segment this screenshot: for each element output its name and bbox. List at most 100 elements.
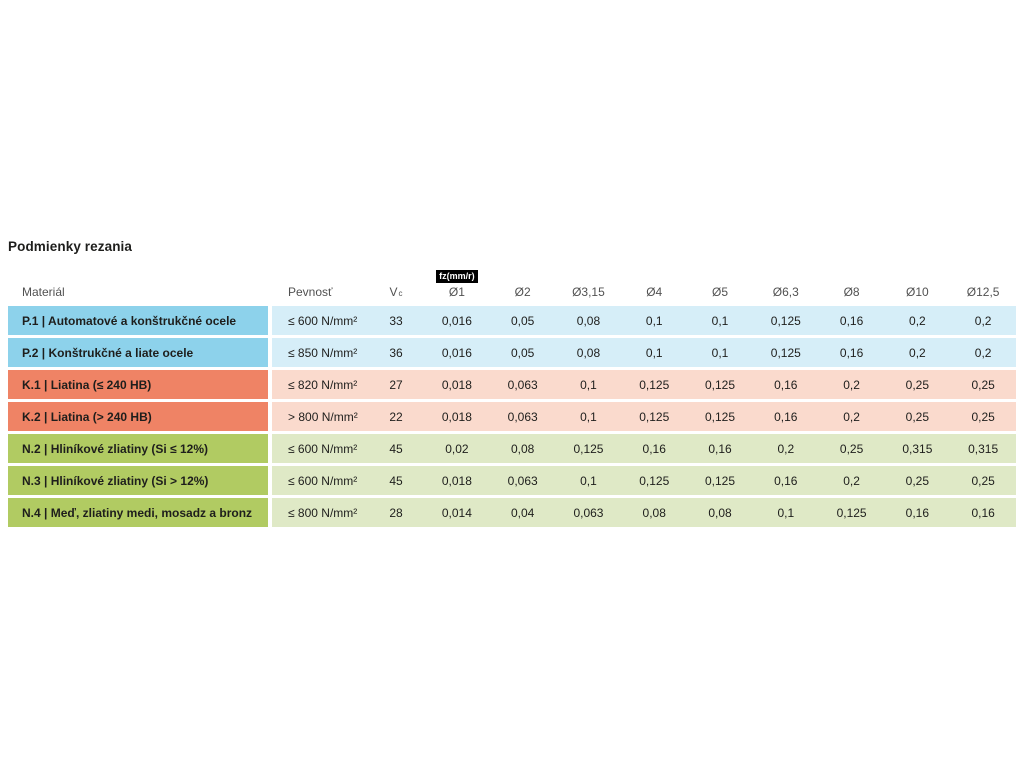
feed-cell: 0,125 xyxy=(705,473,736,488)
diameter-label: Ø1 xyxy=(448,285,465,299)
cutting-speed-cell: 45 xyxy=(389,473,403,488)
feed-cell: 0,014 xyxy=(441,505,472,520)
feed-cell: 0,16 xyxy=(774,377,798,392)
cutting-speed-cell: 45 xyxy=(389,441,403,456)
strength-cell: ≤ 600 N/mm² xyxy=(288,441,358,456)
material-cell: N.3 | Hliníkové zliatiny (Si > 12%) xyxy=(8,466,268,495)
table-row: K.1 | Liatina (≤ 240 HB) ≤ 820 N/mm² 27 … xyxy=(8,370,1016,399)
feed-cell: 0,08 xyxy=(642,505,666,520)
feed-cell: 0,2 xyxy=(909,345,926,360)
feed-cell: 0,2 xyxy=(843,377,860,392)
row-values: > 800 N/mm² 22 0,018 0,063 0,1 0,125 0,1… xyxy=(272,402,1016,431)
feed-cell: 0,125 xyxy=(639,377,670,392)
feed-cell: 0,315 xyxy=(902,441,933,456)
feed-cell: 0,1 xyxy=(777,505,795,520)
feed-cell: 0,016 xyxy=(441,313,472,328)
feed-cell: 0,2 xyxy=(974,313,992,328)
feed-cell: 0,25 xyxy=(839,441,864,456)
table-row: P.1 | Automatové a konštrukčné ocele ≤ 6… xyxy=(8,306,1016,335)
row-values: ≤ 600 N/mm² 33 0,016 0,05 0,08 0,1 0,1 0… xyxy=(272,306,1016,335)
table-row: K.2 | Liatina (> 240 HB) > 800 N/mm² 22 … xyxy=(8,402,1016,431)
feed-cell: 0,125 xyxy=(639,409,670,424)
feed-cell: 0,2 xyxy=(843,473,860,488)
feed-cell: 0,2 xyxy=(974,345,992,360)
feed-cell: 0,1 xyxy=(580,473,597,488)
feed-cell: 0,1 xyxy=(580,409,597,424)
column-header-diameter-7: Ø8 xyxy=(843,285,860,299)
feed-cell: 0,018 xyxy=(441,473,472,488)
material-cell: K.1 | Liatina (≤ 240 HB) xyxy=(8,370,268,399)
feed-cell: 0,063 xyxy=(507,473,538,488)
table-row: P.2 | Konštrukčné a liate ocele ≤ 850 N/… xyxy=(8,338,1016,367)
feed-cell: 0,08 xyxy=(708,505,732,520)
cutting-speed-cell: 27 xyxy=(389,377,403,392)
row-values: ≤ 600 N/mm² 45 0,02 0,08 0,125 0,16 0,16… xyxy=(272,434,1016,463)
column-header-pevnost: Pevnosť xyxy=(288,285,333,299)
feed-cell: 0,25 xyxy=(971,377,995,392)
feed-cell: 0,125 xyxy=(705,409,736,424)
feed-cell: 0,04 xyxy=(510,505,535,520)
row-values: ≤ 600 N/mm² 45 0,018 0,063 0,1 0,125 0,1… xyxy=(272,466,1016,495)
column-header-diameter-6: Ø6,3 xyxy=(772,285,799,299)
feed-cell: 0,125 xyxy=(836,505,867,520)
feed-cell: 0,125 xyxy=(770,345,801,360)
table-row: N.3 | Hliníkové zliatiny (Si > 12%) ≤ 60… xyxy=(8,466,1016,495)
column-header-diameter-1: fz(mm/r) Ø1 xyxy=(424,262,490,306)
feed-cell: 0,1 xyxy=(711,345,729,360)
feed-cell: 0,125 xyxy=(639,473,670,488)
feed-cell: 0,08 xyxy=(510,441,535,456)
feed-cell: 0,315 xyxy=(968,441,999,456)
feed-cell: 0,16 xyxy=(774,409,798,424)
vc-label: V xyxy=(389,285,398,299)
strength-cell: ≤ 800 N/mm² xyxy=(288,505,358,520)
column-header-diameter-3: Ø3,15 xyxy=(572,285,605,299)
feed-cell: 0,018 xyxy=(441,377,472,392)
material-cell: K.2 | Liatina (> 240 HB) xyxy=(8,402,268,431)
feed-cell: 0,1 xyxy=(580,377,597,392)
feed-cell: 0,1 xyxy=(645,345,663,360)
feed-cell: 0,018 xyxy=(441,409,472,424)
feed-cell: 0,125 xyxy=(770,313,801,328)
feed-cell: 0,125 xyxy=(705,377,736,392)
feed-cell: 0,16 xyxy=(774,473,798,488)
material-cell: P.2 | Konštrukčné a liate ocele xyxy=(8,338,268,367)
strength-cell: ≤ 600 N/mm² xyxy=(288,313,358,328)
material-cell: N.4 | Meď, zliatiny medi, mosadz a bronz xyxy=(8,498,268,527)
feed-cell: 0,16 xyxy=(971,505,995,520)
feed-cell: 0,25 xyxy=(905,473,930,488)
feed-cell: 0,16 xyxy=(708,441,732,456)
column-header-diameter-9: Ø12,5 xyxy=(966,285,1000,299)
row-values: ≤ 850 N/mm² 36 0,016 0,05 0,08 0,1 0,1 0… xyxy=(272,338,1016,367)
feed-cell: 0,063 xyxy=(573,505,604,520)
table-row: N.2 | Hliníkové zliatiny (Si ≤ 12%) ≤ 60… xyxy=(8,434,1016,463)
cutting-speed-cell: 33 xyxy=(389,313,403,328)
feed-cell: 0,25 xyxy=(905,409,930,424)
feed-cell: 0,08 xyxy=(576,345,601,360)
column-header-diameter-4: Ø4 xyxy=(646,285,663,299)
cutting-speed-cell: 22 xyxy=(389,409,403,424)
feed-cell: 0,063 xyxy=(507,377,538,392)
feed-cell: 0,1 xyxy=(645,313,663,328)
column-header-diameter-5: Ø5 xyxy=(712,285,729,299)
row-values: ≤ 820 N/mm² 27 0,018 0,063 0,1 0,125 0,1… xyxy=(272,370,1016,399)
feed-cell: 0,16 xyxy=(642,441,666,456)
column-header-material: Materiál xyxy=(22,285,65,299)
column-header-diameter-2: Ø2 xyxy=(514,285,531,299)
feed-cell: 0,2 xyxy=(843,409,860,424)
strength-cell: ≤ 850 N/mm² xyxy=(288,345,358,360)
cutting-speed-cell: 28 xyxy=(389,505,403,520)
strength-cell: ≤ 600 N/mm² xyxy=(288,473,358,488)
table-row: N.4 | Meď, zliatiny medi, mosadz a bronz… xyxy=(8,498,1016,527)
cutting-speed-cell: 36 xyxy=(389,345,403,360)
feed-cell: 0,02 xyxy=(445,441,469,456)
feed-cell: 0,25 xyxy=(971,409,995,424)
strength-cell: > 800 N/mm² xyxy=(288,409,358,424)
fz-unit-badge: fz(mm/r) xyxy=(436,270,478,283)
table-body: P.1 | Automatové a konštrukčné ocele ≤ 6… xyxy=(8,306,1016,527)
feed-cell: 0,05 xyxy=(510,313,535,328)
